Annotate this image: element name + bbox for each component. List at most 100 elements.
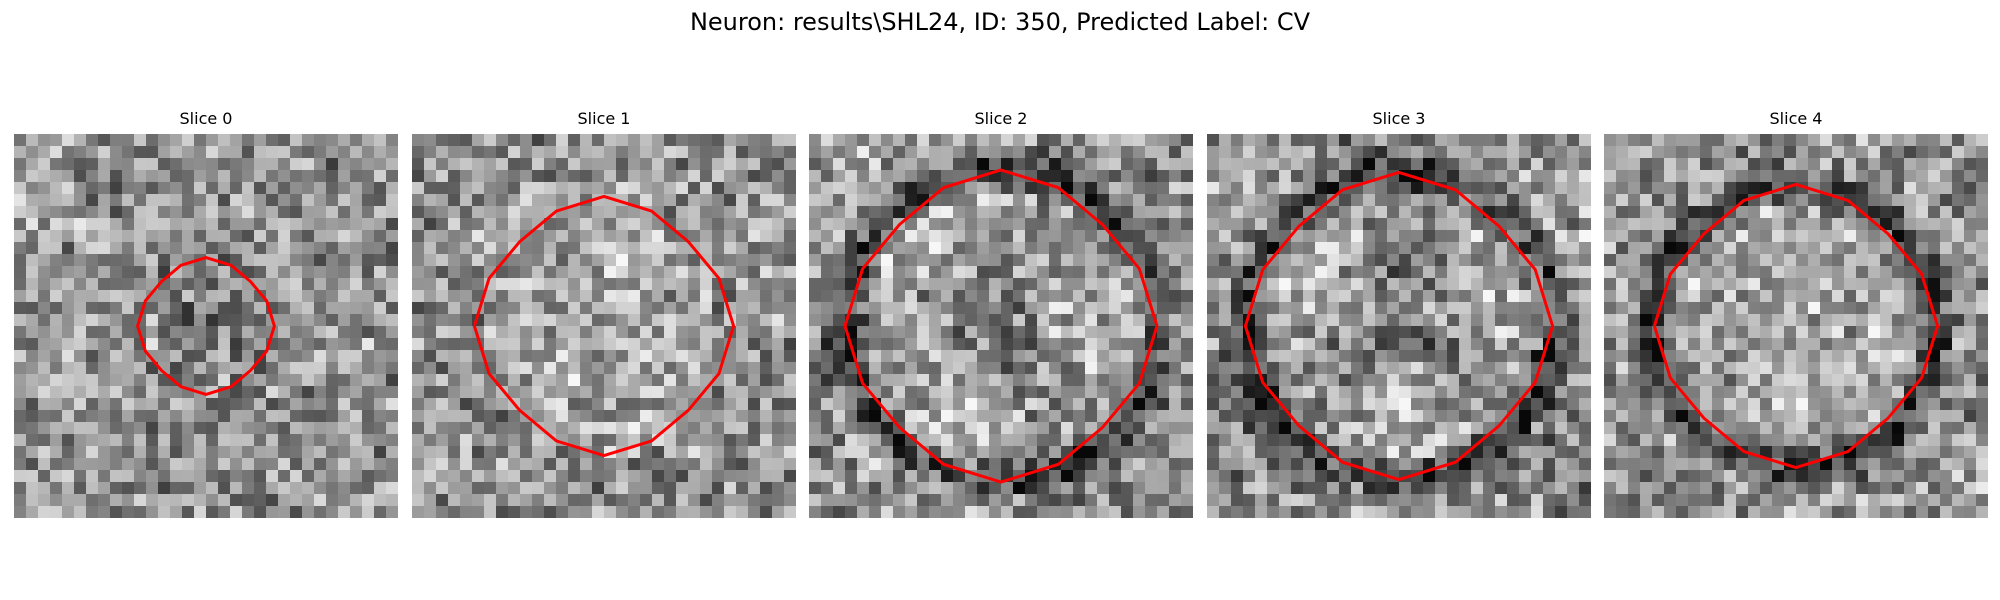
pixel (1471, 338, 1484, 351)
pixel (1724, 410, 1737, 423)
pixel (736, 506, 749, 518)
pixel (254, 386, 267, 399)
pixel (676, 362, 689, 375)
pixel (1579, 194, 1591, 207)
pixel (676, 134, 689, 147)
pixel (350, 242, 363, 255)
pixel (1652, 266, 1665, 279)
pixel (1267, 434, 1280, 447)
pixel (1628, 266, 1641, 279)
pixel (1133, 338, 1146, 351)
pixel (1375, 302, 1388, 315)
pixel (290, 410, 303, 423)
pixel (278, 218, 291, 231)
pixel (724, 170, 737, 183)
pixel (350, 494, 363, 507)
pixel (652, 194, 665, 207)
pixel (1748, 326, 1761, 339)
pixel (1976, 350, 1988, 363)
pixel (206, 398, 219, 411)
pixel (242, 254, 255, 267)
pixel (1628, 194, 1641, 207)
pixel (833, 230, 846, 243)
pixel (472, 266, 485, 279)
pixel (14, 278, 27, 291)
pixel (1231, 398, 1244, 411)
pixel (1748, 218, 1761, 231)
pixel (1736, 266, 1749, 279)
pixel (1303, 350, 1316, 363)
pixel (1279, 134, 1292, 147)
pixel (1952, 326, 1965, 339)
pixel (1688, 362, 1701, 375)
pixel (1555, 410, 1568, 423)
pixel (772, 434, 785, 447)
pixel (1796, 170, 1809, 183)
pixel (350, 482, 363, 495)
pixel (86, 242, 99, 255)
pixel (628, 206, 641, 219)
pixel (784, 410, 796, 423)
pixel (1555, 314, 1568, 327)
pixel (1808, 254, 1821, 267)
pixel (1231, 350, 1244, 363)
pixel (1567, 266, 1580, 279)
pixel (1724, 362, 1737, 375)
pixel (1085, 482, 1098, 495)
pixel (833, 326, 846, 339)
pixel (953, 494, 966, 507)
pixel (1435, 410, 1448, 423)
pixel (748, 158, 761, 171)
pixel (1940, 146, 1953, 159)
pixel (98, 446, 111, 459)
pixel (278, 446, 291, 459)
pixel (218, 374, 231, 387)
pixel (1025, 326, 1038, 339)
pixel (1375, 338, 1388, 351)
pixel (989, 266, 1002, 279)
pixel (809, 386, 822, 399)
pixel (1856, 386, 1869, 399)
pixel (917, 266, 930, 279)
pixel (1447, 170, 1460, 183)
pixel (905, 326, 918, 339)
pixel (1976, 398, 1988, 411)
pixel (544, 326, 557, 339)
pixel (460, 458, 473, 471)
pixel (436, 446, 449, 459)
pixel (1073, 386, 1086, 399)
pixel (917, 458, 930, 471)
pixel (110, 326, 123, 339)
pixel (592, 374, 605, 387)
pixel (1181, 470, 1193, 483)
pixel (544, 254, 557, 267)
pixel (628, 146, 641, 159)
pixel (748, 242, 761, 255)
pixel (472, 158, 485, 171)
pixel (290, 134, 303, 147)
pixel (1339, 242, 1352, 255)
pixel (50, 338, 63, 351)
pixel (1073, 278, 1086, 291)
pixel (869, 134, 882, 147)
pixel (74, 362, 87, 375)
pixel (1097, 410, 1110, 423)
pixel (1435, 254, 1448, 267)
pixel (1495, 146, 1508, 159)
pixel (1315, 422, 1328, 435)
pixel (989, 482, 1002, 495)
pixel (1207, 194, 1220, 207)
pixel (1868, 386, 1881, 399)
pixel (1219, 410, 1232, 423)
pixel (1700, 386, 1713, 399)
pixel (1772, 374, 1785, 387)
pixel (1279, 194, 1292, 207)
pixel (1339, 362, 1352, 375)
pixel (460, 362, 473, 375)
pixel (338, 290, 351, 303)
pixel (1664, 158, 1677, 171)
pixel (941, 266, 954, 279)
pixel (1519, 278, 1532, 291)
pixel (1219, 266, 1232, 279)
pixel (1940, 338, 1953, 351)
